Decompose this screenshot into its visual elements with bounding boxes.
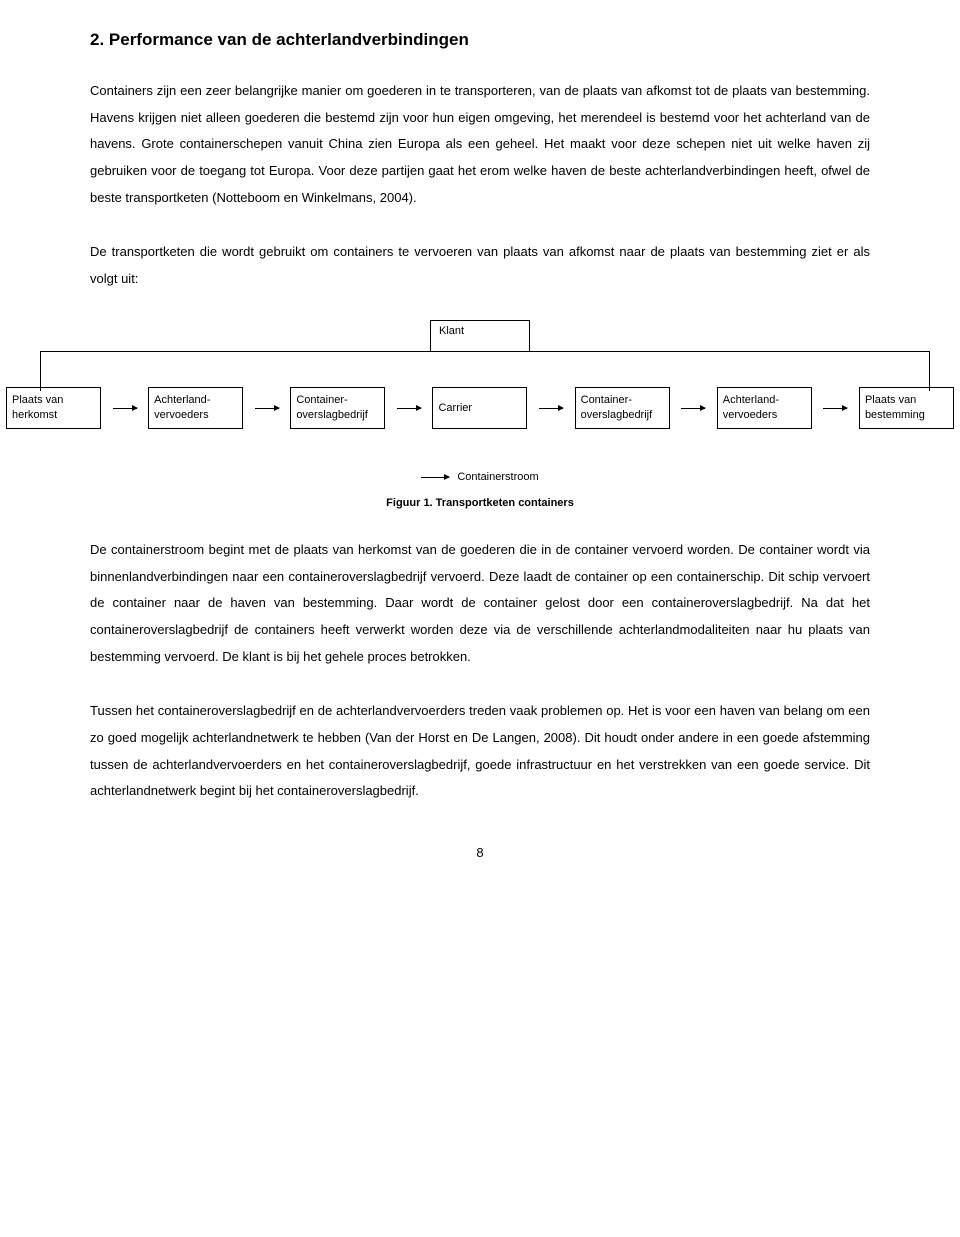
diagram-node: Plaats vanbestemming — [859, 387, 954, 429]
paragraph-3: De containerstroom begint met de plaats … — [90, 537, 870, 670]
diagram-klant-node: Klant — [430, 320, 530, 352]
arrow-right-icon — [678, 387, 708, 429]
diagram-chain-row: Plaats vanherkomst Achterland-vervoeders… — [0, 387, 960, 429]
arrow-right-icon — [394, 387, 424, 429]
paragraph-4: Tussen het containeroverslagbedrijf en d… — [90, 698, 870, 805]
diagram-node: Achterland-vervoeders — [717, 387, 812, 429]
diagram-node: Achterland-vervoeders — [148, 387, 243, 429]
page-number: 8 — [90, 845, 870, 860]
diagram-node: Container-overslagbedrijf — [290, 387, 385, 429]
arrow-right-icon — [820, 387, 850, 429]
diagram-node: Container-overslagbedrijf — [575, 387, 670, 429]
transport-chain-diagram: Klant Plaats vanherkomst Achterland-verv… — [0, 320, 960, 483]
arrow-right-icon — [536, 387, 566, 429]
arrow-right-icon — [252, 387, 282, 429]
paragraph-1: Containers zijn een zeer belangrijke man… — [90, 78, 870, 211]
diagram-legend-label: Containerstroom — [457, 471, 538, 483]
section-heading: 2. Performance van de achterlandverbindi… — [90, 30, 870, 50]
diagram-node: Plaats vanherkomst — [6, 387, 101, 429]
diagram-connector — [40, 351, 930, 391]
arrow-right-icon — [421, 477, 449, 478]
diagram-legend: Containerstroom — [0, 471, 960, 483]
figure-caption: Figuur 1. Transportketen containers — [90, 497, 870, 509]
arrow-right-icon — [110, 387, 140, 429]
diagram-node: Carrier — [432, 387, 527, 429]
paragraph-2: De transportketen die wordt gebruikt om … — [90, 239, 870, 292]
